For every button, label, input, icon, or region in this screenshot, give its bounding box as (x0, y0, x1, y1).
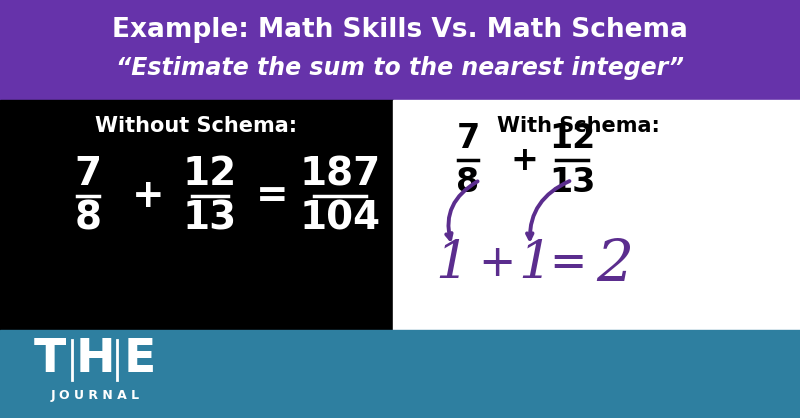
Text: J O U R N A L: J O U R N A L (50, 390, 139, 403)
Text: With Schema:: With Schema: (497, 116, 659, 136)
Bar (8, 338, 183, 410)
Text: 8: 8 (456, 166, 480, 199)
Text: =: = (256, 177, 288, 215)
Text: 187: 187 (299, 155, 381, 193)
Text: =: = (550, 242, 586, 285)
Bar (0, 100, 393, 330)
Text: 1: 1 (435, 237, 469, 288)
Text: +: + (478, 242, 516, 285)
Text: 7: 7 (456, 122, 480, 155)
Text: Without Schema:: Without Schema: (95, 116, 297, 136)
Text: 12: 12 (183, 155, 237, 193)
Text: “Estimate the sum to the nearest integer”: “Estimate the sum to the nearest integer… (116, 56, 684, 80)
Text: 12: 12 (549, 122, 595, 155)
Bar (0, 330, 800, 418)
Text: 13: 13 (183, 199, 237, 237)
Text: 104: 104 (299, 199, 381, 237)
Text: 2: 2 (597, 237, 634, 293)
Bar (393, 100, 800, 330)
Text: +: + (510, 143, 538, 176)
Text: 1: 1 (518, 237, 552, 288)
Text: 7: 7 (74, 155, 102, 193)
Text: H: H (75, 337, 115, 382)
Text: E: E (124, 337, 156, 382)
Bar (0, 0, 800, 100)
Text: 13: 13 (549, 166, 595, 199)
Text: Example: Math Skills Vs. Math Schema: Example: Math Skills Vs. Math Schema (112, 17, 688, 43)
Text: +: + (132, 177, 164, 215)
Text: 8: 8 (74, 199, 102, 237)
Text: T: T (34, 337, 66, 382)
